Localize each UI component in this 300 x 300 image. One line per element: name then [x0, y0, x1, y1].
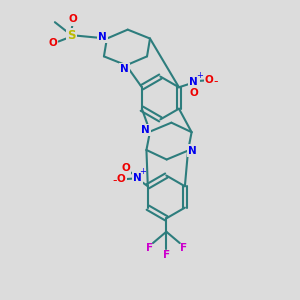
- Text: -: -: [113, 174, 117, 188]
- Text: N: N: [133, 173, 142, 183]
- Text: O: O: [68, 14, 77, 24]
- Text: O: O: [205, 76, 214, 85]
- Text: N: N: [141, 125, 150, 135]
- Text: O: O: [48, 38, 57, 48]
- Text: O: O: [121, 164, 130, 173]
- Text: +: +: [139, 167, 146, 176]
- Text: N: N: [188, 146, 197, 156]
- Text: F: F: [163, 250, 170, 260]
- Text: +: +: [196, 71, 202, 80]
- Text: F: F: [146, 243, 153, 254]
- Text: O: O: [117, 174, 125, 184]
- Text: N: N: [120, 64, 129, 74]
- Text: N: N: [98, 32, 107, 42]
- Text: F: F: [180, 243, 187, 254]
- Text: O: O: [189, 88, 198, 98]
- Text: N: N: [189, 77, 198, 87]
- Text: S: S: [67, 29, 76, 42]
- Text: -: -: [213, 75, 218, 88]
